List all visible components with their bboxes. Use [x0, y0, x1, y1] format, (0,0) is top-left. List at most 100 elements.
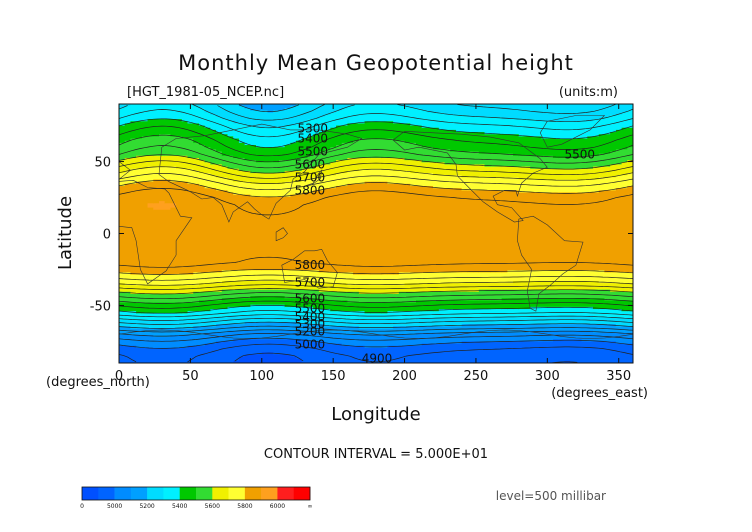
colorbar-tick-label: 5000	[107, 503, 122, 510]
height-cell	[124, 140, 132, 159]
height-cell	[581, 121, 588, 140]
height-cell	[621, 343, 628, 363]
height-cell	[353, 334, 360, 347]
height-cell	[598, 332, 606, 343]
height-cell	[136, 121, 143, 140]
height-cell	[130, 293, 137, 304]
contour-label: 4900	[362, 352, 393, 366]
height-cell	[541, 104, 548, 122]
height-cell	[598, 289, 606, 299]
height-cell	[513, 341, 520, 363]
height-cell	[198, 311, 206, 321]
height-cell	[581, 138, 588, 157]
height-cell	[318, 151, 326, 166]
height-cell	[461, 177, 468, 191]
height-cell	[513, 298, 520, 310]
height-cell	[153, 203, 160, 211]
height-cell	[421, 127, 428, 148]
height-cell	[370, 181, 377, 276]
height-cell	[198, 291, 206, 301]
height-cell	[547, 306, 554, 317]
height-cell	[158, 347, 166, 363]
height-cell	[376, 121, 383, 140]
height-cell	[198, 160, 206, 174]
height-cell	[484, 166, 491, 178]
height-cell	[238, 106, 246, 125]
height-cell	[541, 280, 548, 291]
height-cell	[473, 332, 480, 343]
height-cell	[284, 289, 291, 299]
height-cell	[130, 285, 137, 295]
height-cell	[427, 300, 434, 312]
height-cell	[376, 138, 383, 159]
x-tick-label: 200	[392, 369, 417, 384]
height-cell	[341, 142, 349, 161]
height-cell	[347, 285, 354, 293]
height-cell	[181, 347, 189, 363]
colorbar-swatch	[114, 487, 132, 500]
height-cell	[530, 179, 537, 194]
height-cell	[421, 162, 428, 174]
height-cell	[198, 125, 206, 146]
height-cell	[141, 328, 149, 336]
height-cell	[250, 110, 257, 127]
height-cell	[244, 145, 251, 161]
height-cell	[238, 339, 246, 358]
height-cell	[421, 343, 428, 363]
height-cell	[170, 334, 177, 349]
height-cell	[581, 306, 588, 317]
height-cell	[330, 343, 337, 363]
height-cell	[444, 317, 451, 327]
height-cell	[261, 289, 269, 297]
height-cell	[473, 291, 480, 301]
height-cell	[478, 177, 486, 191]
height-cell	[433, 188, 440, 273]
height-cell	[193, 183, 200, 273]
height-cell	[501, 272, 508, 284]
contour-line-5350-s	[119, 310, 633, 318]
height-cell	[296, 104, 303, 125]
height-cell	[393, 123, 400, 142]
height-cell	[284, 196, 291, 271]
height-cell	[250, 315, 257, 323]
height-cell	[216, 272, 223, 284]
height-cell	[518, 324, 526, 334]
height-cell	[284, 125, 291, 146]
height-cell	[627, 104, 633, 112]
colorbar-tick-label: 6000	[270, 503, 285, 510]
height-cell	[147, 181, 154, 204]
height-cell	[490, 190, 497, 273]
height-cell	[210, 283, 217, 293]
height-cell	[410, 326, 417, 336]
height-cell	[170, 166, 177, 183]
x-tick-label: 150	[321, 369, 346, 384]
height-cell	[598, 190, 606, 271]
height-cell	[358, 274, 366, 286]
filled-contours	[119, 104, 633, 363]
height-cell	[318, 272, 326, 284]
height-cell	[433, 162, 440, 176]
height-cell	[541, 168, 548, 181]
height-cell	[535, 341, 543, 363]
height-cell	[330, 127, 337, 148]
height-cell	[473, 116, 480, 133]
height-cell	[181, 121, 189, 140]
height-cell	[290, 125, 297, 144]
height-cell	[198, 173, 206, 187]
height-cell	[187, 285, 194, 295]
height-cell	[535, 104, 543, 122]
height-cell	[364, 302, 371, 314]
contour-lines	[119, 104, 633, 363]
height-cell	[587, 270, 594, 282]
height-cell	[575, 157, 583, 170]
height-cell	[358, 285, 366, 295]
height-cell	[393, 170, 400, 185]
height-cell	[393, 285, 400, 295]
height-cell	[495, 341, 503, 363]
colorbar-tick-label: 5400	[172, 503, 187, 510]
height-cell	[393, 104, 400, 125]
height-cell	[593, 324, 600, 334]
height-cell	[518, 317, 526, 325]
contour-line-5500-s	[119, 296, 633, 304]
height-cell	[244, 330, 251, 340]
